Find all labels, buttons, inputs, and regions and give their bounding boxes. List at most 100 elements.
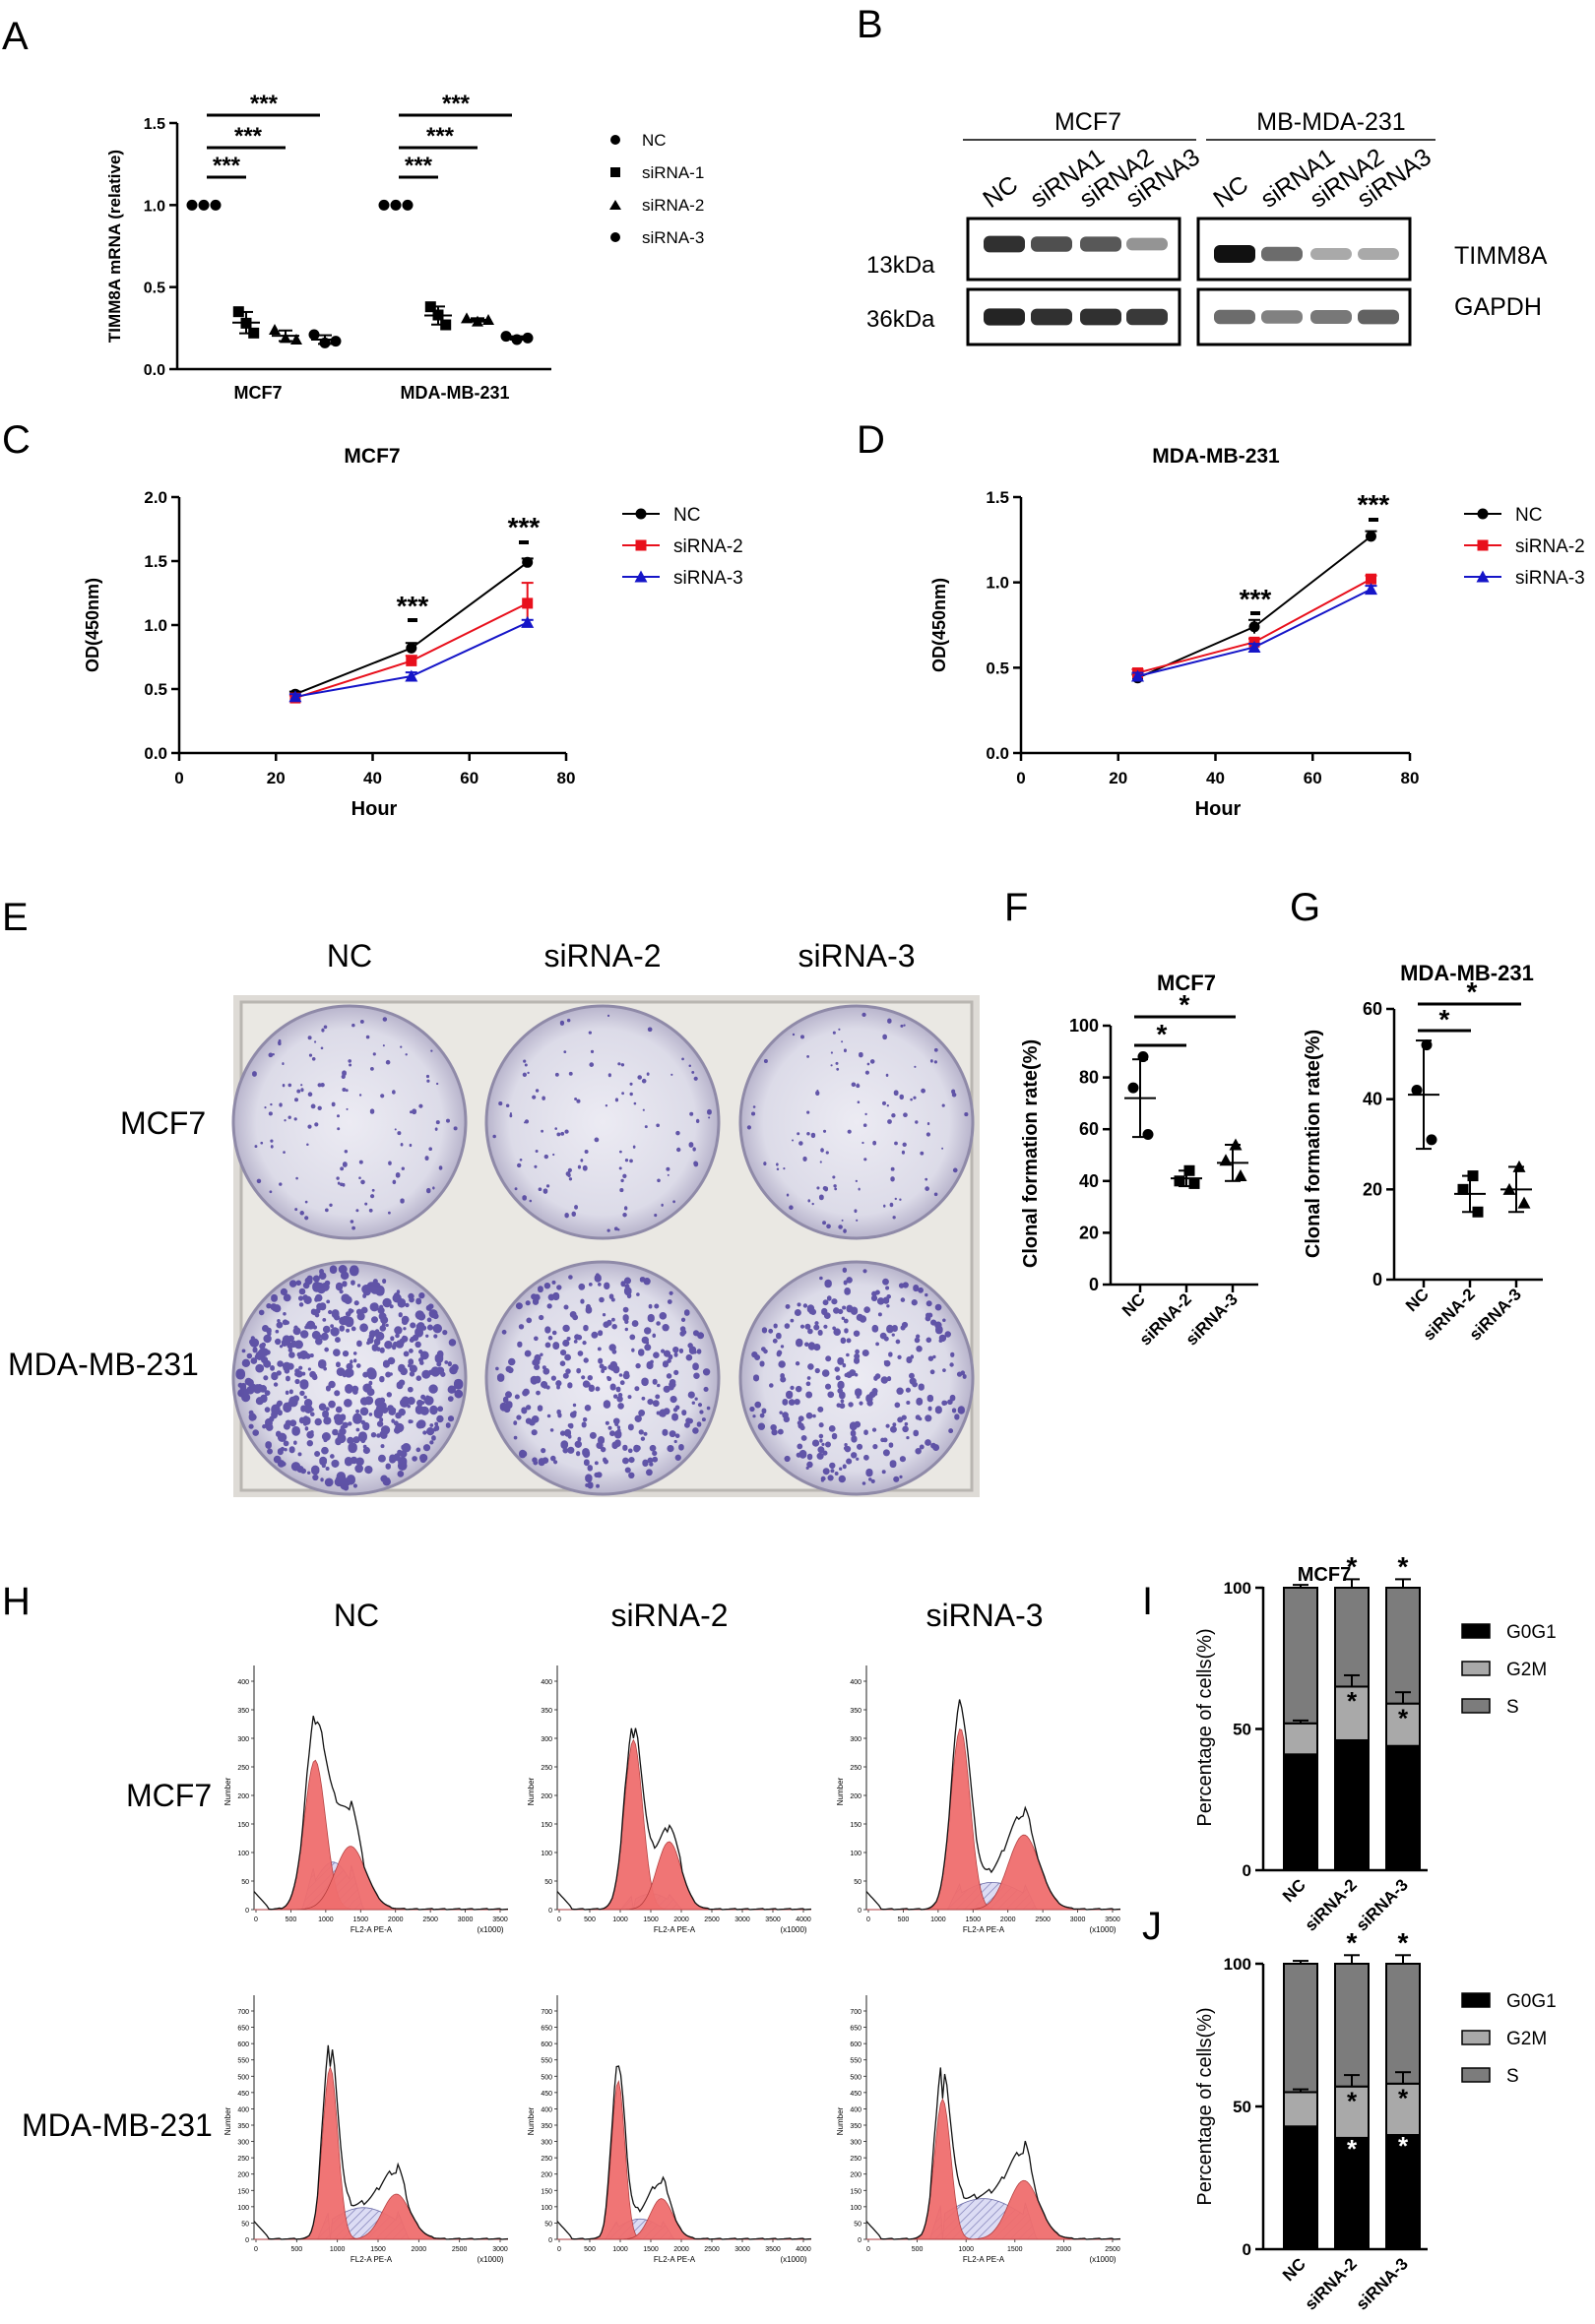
flow-histograms: Number FL2-A PE-A (x1000) 0 50 100 150 200 250 30… [223, 1665, 1121, 2264]
flow-y-tick-label: 350 [541, 1708, 552, 1715]
colony-wells [231, 1004, 975, 1496]
flow-x-tick-label: 500 [286, 1916, 297, 1923]
flow-x-tick-label: 4000 [796, 1916, 811, 1923]
flow-y-tick-label: 400 [237, 1679, 249, 1686]
c-title: MCF7 [344, 445, 400, 468]
a-y-tick-label: 0.0 [144, 362, 165, 379]
d-x-tick-label: 0 [1016, 769, 1025, 787]
c-x-tick-label: 80 [557, 769, 576, 787]
flow-y-tick-label: 350 [237, 1708, 249, 1715]
flow-y-tick-label: 50 [241, 1879, 249, 1886]
blot-lane-label-mcf7: NC [978, 170, 1023, 214]
j-x-tick-label: siRNA-3 [1353, 2254, 1412, 2313]
flow-y-tick-label: 300 [237, 1736, 249, 1743]
c-point-NC [406, 642, 417, 654]
i-bar-S [1385, 1587, 1421, 1705]
d-data-marks [1131, 530, 1377, 684]
flow-total-histogram [865, 1699, 1121, 1911]
flow-y-tick-label: 100 [237, 2205, 249, 2212]
f-y-tick-label: 40 [1079, 1171, 1099, 1191]
d-x-axis-label: Hour [1195, 798, 1242, 820]
a-star: *** [250, 91, 279, 117]
f-point-siRNA-3 [1234, 1169, 1247, 1182]
c-legend-marker [634, 570, 648, 583]
flow-y-tick-label: 50 [241, 2221, 249, 2228]
flow-x-label: FL2-A PE-A [963, 2255, 1005, 2264]
j-bar-G2M [1385, 2082, 1421, 2137]
flow-x-tick-label: 500 [898, 1916, 910, 1923]
flow-y-tick-label: 450 [850, 2091, 861, 2098]
panel-labels: A B C D E F G H I J [2, 3, 1320, 1948]
f-title: MCF7 [1157, 971, 1216, 995]
blot-band-gapdh-mcf7 [1126, 308, 1168, 326]
flow-total-histogram [253, 1716, 509, 1911]
e-col-label-sirna3: siRNA-3 [798, 938, 915, 974]
flow-y-tick-label: 200 [237, 1793, 249, 1800]
flow-x-tick-label: 3500 [765, 2246, 781, 2253]
f-star: * [1157, 1019, 1168, 1049]
blot-group-mda: MB-MDA-231 [1256, 108, 1405, 136]
flow-y-tick-label: 550 [237, 2058, 249, 2065]
flow-x-tick-label: 1000 [930, 1916, 946, 1923]
blot-band-timm8a-mcf7 [1080, 236, 1121, 252]
flow-x-unit: (x1000) [780, 2255, 806, 2264]
flow-y-tick-label: 250 [237, 1765, 249, 1772]
j-legend-swatch [1461, 2067, 1491, 2083]
d-point-siRNA-3 [1365, 583, 1377, 596]
e-row-label-mcf7: MCF7 [120, 1105, 206, 1141]
c-point-siRNA-3 [288, 690, 302, 703]
flow-x-tick-label: 500 [912, 2246, 924, 2253]
flow-x-tick-label: 500 [584, 1916, 596, 1923]
i-bar-G0G1 [1283, 1753, 1318, 1871]
blot-band-gapdh-mcf7 [1080, 308, 1121, 326]
flow-x-tick-label: 1000 [318, 1916, 334, 1923]
flow-x-tick-label: 3000 [734, 1916, 750, 1923]
blot-bands [984, 235, 1399, 326]
flow-y-tick-label: 300 [541, 1736, 552, 1743]
c-legend-label: siRNA-3 [673, 568, 743, 589]
g-data-marks [1408, 1039, 1532, 1218]
g-point-siRNA-2 [1457, 1183, 1469, 1195]
flow-x-tick-label: 0 [254, 1916, 258, 1923]
flow-y-tick-label: 350 [850, 2123, 861, 2130]
c-sig-dash [408, 618, 417, 622]
flow-y-tick-label: 0 [245, 2237, 249, 2244]
flow-x-tick-label: 3000 [734, 2246, 750, 2253]
flow-x-tick-label: 2500 [422, 1916, 438, 1923]
blot-band-gapdh-mda [1214, 309, 1255, 325]
flow-y-tick-label: 50 [854, 2221, 861, 2228]
flow-x-tick-label: 2500 [1035, 1916, 1051, 1923]
c-y-tick-label: 0.5 [144, 680, 167, 699]
flow-y-tick-label: 650 [237, 2026, 249, 2033]
i-data-marks: * * * * [1283, 1551, 1421, 1871]
flow-x-tick-label: 0 [557, 2246, 561, 2253]
g-y-tick-label: 40 [1363, 1090, 1382, 1109]
flow-y-tick-label: 450 [541, 2091, 552, 2098]
flow-y-tick-label: 150 [541, 1822, 552, 1829]
panel-c-growth-mcf7: MCF7 0.0 0.5 1.0 1.5 2.0 0 20 40 60 80 Hour OD(45… [83, 445, 743, 820]
blot-protein-timm8a: TIMM8A [1454, 242, 1548, 270]
g-significance: * * [1418, 976, 1521, 1035]
j-sig-star: * [1398, 1927, 1409, 1958]
panel-h-flow-cytometry: NC siRNA-2 siRNA-3 MCF7 MDA-MB-231 Numbe… [22, 1598, 1121, 2264]
i-legend-swatch [1461, 1623, 1491, 1639]
g-y-tick-label: 60 [1363, 999, 1382, 1019]
flow-y-label: Number [223, 2106, 232, 2135]
blot-band-gapdh-mcf7 [984, 308, 1025, 326]
flow-y-label: Number [527, 2106, 536, 2135]
a-y-ticks: 0.0 0.5 1.0 1.5 [144, 116, 177, 379]
flow-y-tick-label: 250 [850, 1765, 861, 1772]
colony-well [738, 1260, 975, 1496]
flow-x-tick-label: 3000 [1070, 1916, 1086, 1923]
blot-protein-gapdh: GAPDH [1454, 293, 1542, 321]
j-bar-S [1385, 1963, 1421, 2085]
j-y-axis-label: Percentage of cells(%) [1194, 2007, 1216, 2205]
d-legend-marker [1477, 539, 1489, 551]
i-bar-G0G1 [1334, 1738, 1370, 1871]
flow-y-tick-label: 150 [541, 2188, 552, 2195]
panel-label-b: B [857, 3, 883, 46]
flow-x-tick-label: 2000 [1000, 1916, 1016, 1923]
flow-y-tick-label: 0 [548, 1908, 552, 1915]
panel-label-e: E [2, 896, 29, 939]
c-star-72h: *** [508, 512, 541, 542]
